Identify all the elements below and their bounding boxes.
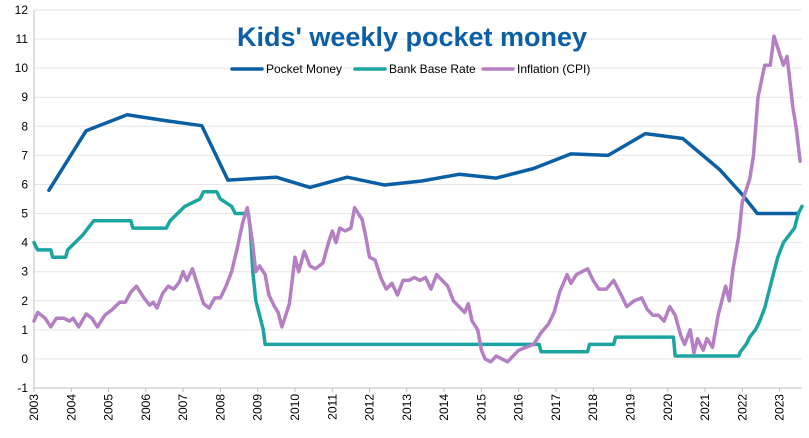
x-tick-label: 2008 bbox=[213, 394, 227, 421]
y-tick-label: -1 bbox=[17, 381, 28, 395]
x-tick-label: 2004 bbox=[64, 394, 78, 421]
x-tick-label: 2020 bbox=[661, 394, 675, 421]
y-tick-label: 12 bbox=[15, 3, 29, 17]
x-tick-label: 2006 bbox=[139, 394, 153, 421]
y-tick-label: 10 bbox=[15, 61, 29, 75]
x-tick-label: 2007 bbox=[176, 394, 190, 421]
y-tick-label: 0 bbox=[21, 352, 28, 366]
x-tick-label: 2013 bbox=[400, 394, 414, 421]
x-tick-label: 2018 bbox=[586, 394, 600, 421]
y-tick-label: 5 bbox=[21, 207, 28, 221]
y-tick-label: 2 bbox=[21, 294, 28, 308]
series-line-bank-base-rate bbox=[32, 189, 804, 358]
x-tick-label: 2012 bbox=[363, 394, 377, 421]
y-tick-label: 1 bbox=[21, 323, 28, 337]
x-tick-label: 2016 bbox=[512, 394, 526, 421]
legend-label-pocket-money: Pocket Money bbox=[266, 62, 342, 76]
chart-title: Kids' weekly pocket money bbox=[237, 22, 587, 52]
y-tick-label: 9 bbox=[21, 90, 28, 104]
y-tick-label: 6 bbox=[21, 177, 28, 191]
legend-label-bank-base-rate: Bank Base Rate bbox=[389, 62, 476, 76]
x-tick-label: 2010 bbox=[288, 394, 302, 421]
x-tick-label: 2005 bbox=[102, 394, 116, 421]
x-tick-labels: 2003 2004 2005 2006 2007 2008 2009 2010 2011 2012… bbox=[27, 394, 787, 421]
x-tick-label: 2003 bbox=[27, 394, 41, 421]
x-tick-label: 2019 bbox=[624, 394, 638, 421]
y-tick-label: 11 bbox=[16, 32, 29, 46]
series-line-pocket-money bbox=[47, 112, 801, 216]
y-tick-label: 4 bbox=[21, 236, 28, 250]
legend: Pocket Money Bank Base Rate Inflation (CPI… bbox=[230, 62, 590, 76]
grid-lines bbox=[34, 9, 802, 389]
x-tick-label: 2014 bbox=[437, 394, 451, 421]
y-tick-label: 3 bbox=[21, 265, 28, 279]
series-lines bbox=[32, 34, 804, 364]
x-tick-label: 2011 bbox=[325, 394, 339, 420]
y-tick-label: 8 bbox=[21, 119, 28, 133]
series-line-inflation-cpi bbox=[32, 34, 802, 364]
y-tick-label: 7 bbox=[21, 148, 28, 162]
axes bbox=[33, 10, 802, 392]
x-tick-label: 2017 bbox=[549, 394, 563, 421]
x-tick-label: 2023 bbox=[773, 394, 787, 421]
x-tick-label: 2015 bbox=[474, 394, 488, 421]
x-tick-label: 2009 bbox=[251, 394, 265, 421]
x-tick-label: 2021 bbox=[698, 394, 712, 421]
legend-label-inflation-cpi: Inflation (CPI) bbox=[517, 62, 590, 76]
x-tick-label: 2022 bbox=[735, 394, 749, 421]
